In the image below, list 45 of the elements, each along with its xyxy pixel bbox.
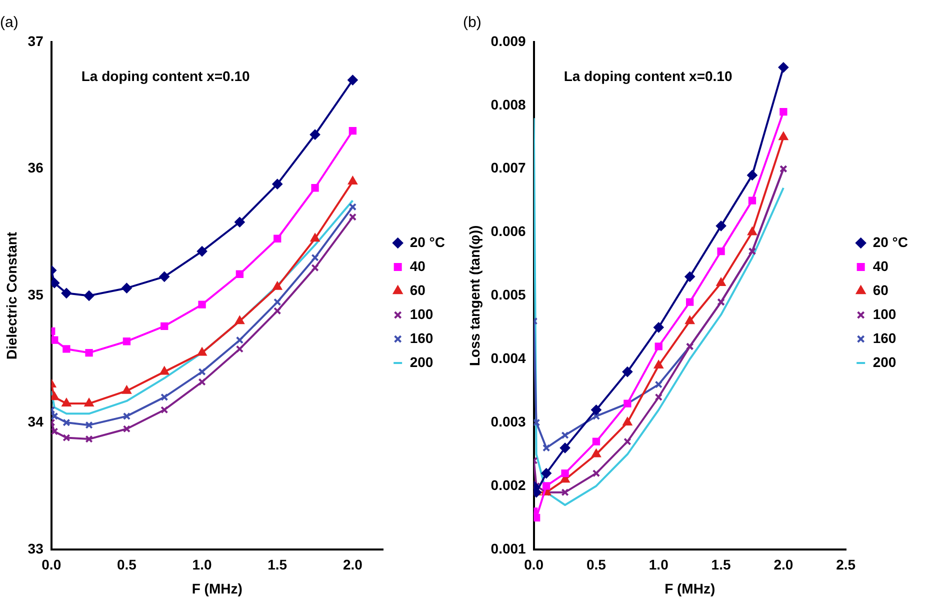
x-axis-title: F (MHz) — [192, 580, 242, 596]
x-tick-label: 2.0 — [342, 556, 363, 573]
y-tick-label: 34 — [28, 413, 44, 430]
annotation: La doping content x=0.10 — [81, 68, 250, 84]
legend-label: 60 — [410, 282, 426, 298]
chart-title: (b) — [463, 14, 482, 32]
legend-label: 100 — [410, 306, 434, 322]
legend-label: 60 — [872, 282, 889, 298]
x-tick-label: 0.5 — [586, 556, 606, 573]
legend-label: 100 — [872, 306, 896, 322]
x-tick-label: 2.5 — [836, 556, 856, 573]
x-tick-label: 0.0 — [42, 556, 62, 573]
x-tick-label: 2.0 — [774, 556, 794, 573]
y-tick-label: 0.006 — [490, 223, 526, 240]
x-tick-label: 0.5 — [116, 556, 137, 573]
y-tick-label: 0.009 — [490, 32, 526, 49]
legend-label: 40 — [410, 258, 426, 274]
y-tick-label: 37 — [28, 32, 44, 49]
annotation: La doping content x=0.10 — [564, 68, 732, 84]
legend-label: 160 — [410, 330, 434, 346]
x-tick-label: 0.0 — [524, 556, 544, 573]
y-tick-label: 36 — [28, 160, 44, 176]
y-tick-label: 0.007 — [490, 160, 526, 176]
y-tick-label: 33 — [28, 540, 44, 556]
y-tick-label: 0.001 — [490, 540, 526, 556]
y-tick-label: 0.003 — [490, 413, 526, 430]
legend-label: 200 — [872, 354, 896, 370]
x-axis-title: F (MHz) — [664, 580, 716, 596]
x-tick-label: 1.5 — [711, 556, 731, 573]
y-axis-title: Dielectric Constant — [3, 232, 20, 360]
y-tick-label: 0.002 — [490, 476, 526, 493]
y-tick-label: 0.008 — [490, 96, 526, 112]
x-tick-label: 1.5 — [268, 556, 288, 573]
x-tick-label: 1.0 — [192, 556, 212, 573]
legend-label: 20 °C — [872, 234, 908, 250]
y-tick-label: 0.004 — [490, 350, 526, 366]
legend-label: 20 °C — [410, 234, 445, 250]
x-tick-label: 1.0 — [648, 556, 669, 573]
chart-title: (a) — [0, 14, 18, 32]
y-tick-label: 35 — [28, 286, 44, 303]
legend-label: 200 — [410, 354, 434, 370]
legend-label: 160 — [872, 330, 896, 346]
y-axis-title: Loss tangent (tan(φ)) — [466, 225, 482, 366]
legend-label: 40 — [872, 258, 889, 274]
y-tick-label: 0.005 — [490, 286, 526, 303]
